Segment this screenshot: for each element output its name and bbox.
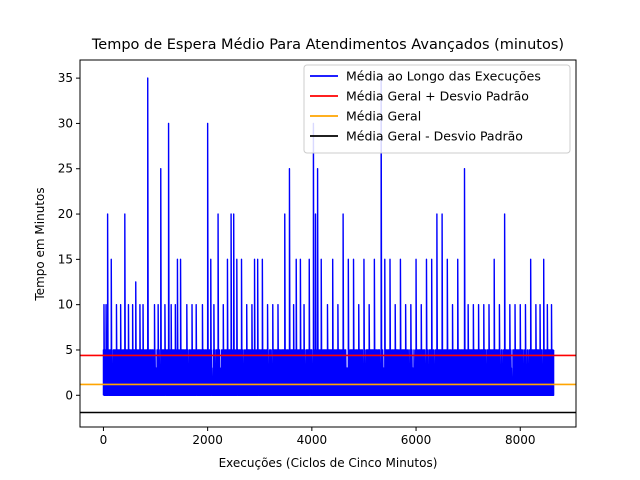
x-tick-label: 8000 [505, 433, 536, 447]
x-tick-label: 4000 [297, 433, 328, 447]
y-tick-label: 30 [58, 116, 73, 130]
series-layer [102, 77, 555, 396]
x-axis-ticks: 0 2000 4000 6000 8000 [100, 427, 536, 447]
x-tick-label: 2000 [192, 433, 223, 447]
reference-lines [80, 354, 576, 414]
y-tick-label: 25 [58, 162, 73, 176]
legend-entry: Média Geral - Desvio Padrão [346, 129, 523, 144]
legend-entry: Média Geral [346, 109, 421, 124]
y-axis-label: Tempo em Minutos [33, 187, 47, 301]
y-tick-label: 15 [58, 252, 73, 266]
y-axis-ticks: 0 5 10 15 20 25 30 35 [58, 71, 80, 402]
plot-frame [79, 59, 577, 428]
y-tick-label: 20 [58, 207, 73, 221]
y-tick-label: 35 [58, 71, 73, 85]
x-axis-label: Execuções (Ciclos de Cinco Minutos) [219, 456, 438, 470]
x-tick-label: 0 [100, 433, 108, 447]
chart-title: Tempo de Espera Médio Para Atendimentos … [91, 37, 564, 53]
y-tick-label: 0 [65, 388, 73, 402]
y-tick-label: 5 [65, 343, 73, 357]
legend: Média ao Longo das Execuções Média Geral … [303, 64, 571, 154]
legend-box [303, 64, 571, 154]
series-line-media-execucoes [102, 77, 555, 396]
y-tick-label: 10 [58, 298, 73, 312]
legend-entry: Média Geral + Desvio Padrão [346, 89, 529, 104]
x-tick-label: 6000 [401, 433, 432, 447]
legend-entry: Média ao Longo das Execuções [346, 69, 541, 84]
